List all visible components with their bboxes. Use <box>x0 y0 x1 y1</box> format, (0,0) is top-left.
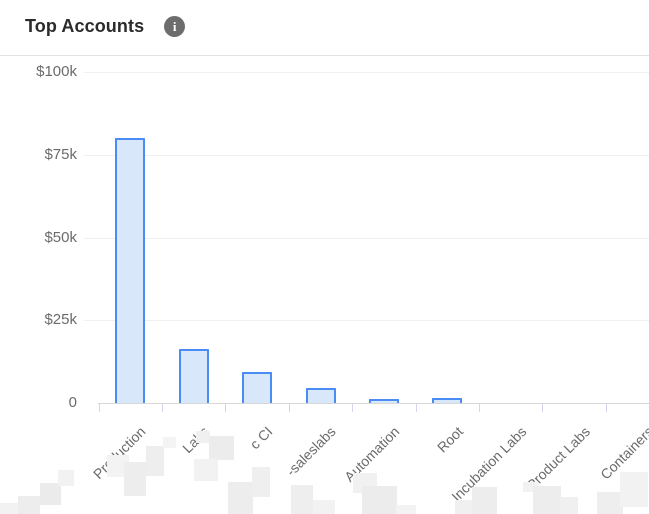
redaction-mosaic-cell <box>194 459 218 481</box>
axis-tick <box>352 403 354 412</box>
bar-c-ci[interactable] <box>242 372 273 403</box>
y-axis-label: $25k <box>44 311 77 329</box>
redaction-mosaic-cell <box>396 505 416 514</box>
axis-tick <box>542 403 544 412</box>
bar-production[interactable] <box>115 138 146 403</box>
axis-tick <box>479 403 480 412</box>
header-divider <box>0 55 649 56</box>
redaction-mosaic-cell <box>620 472 648 507</box>
page-title: Top Accounts <box>25 16 145 36</box>
redaction-mosaic-cell <box>560 497 578 514</box>
redaction-mosaic-cell <box>40 483 61 505</box>
redaction-mosaic-cell <box>523 482 538 492</box>
redaction-mosaic-cell <box>146 446 164 476</box>
redaction-mosaic-cell <box>228 482 253 514</box>
x-axis-label-root: Root <box>433 423 466 456</box>
axis-tick <box>162 403 163 412</box>
bar-saleslabs[interactable] <box>305 388 336 403</box>
redaction-mosaic-cell <box>18 496 40 514</box>
redaction-mosaic-cell <box>362 486 397 514</box>
redaction-mosaic-cell <box>58 470 74 486</box>
axis-tick <box>225 403 227 412</box>
redaction-mosaic-cell <box>472 487 497 514</box>
y-grid-line <box>84 72 649 73</box>
bar-labs[interactable] <box>178 349 209 403</box>
x-axis-label-saleslabs: -saleslabs <box>283 423 340 480</box>
redaction-mosaic-cell <box>313 500 335 514</box>
y-axis-label: 0 <box>68 394 77 411</box>
redaction-mosaic-cell <box>455 500 477 514</box>
y-grid-line <box>84 320 649 322</box>
redaction-mosaic-cell <box>291 485 313 514</box>
bar-automation[interactable] <box>368 399 399 403</box>
redaction-mosaic-cell <box>0 503 18 514</box>
redaction-mosaic-cell <box>163 437 176 448</box>
y-axis-label: $50k <box>44 228 77 246</box>
axis-tick <box>288 403 290 412</box>
axis-tick <box>98 403 100 412</box>
axis-tick <box>605 403 607 412</box>
card-header: Top Accounts i <box>25 16 186 37</box>
info-icon[interactable]: i <box>164 16 186 37</box>
y-axis-label: $75k <box>44 145 77 163</box>
x-axis-line <box>97 403 649 404</box>
redaction-mosaic-cell <box>107 455 129 477</box>
y-grid-line <box>84 154 649 156</box>
info-icon-glyph: i <box>172 19 177 34</box>
redaction-mosaic-cell <box>597 492 623 514</box>
redaction-mosaic-cell <box>124 462 146 496</box>
redaction-mosaic-cell <box>209 436 234 460</box>
x-axis-label-c-ci: c CI <box>246 423 276 453</box>
redaction-mosaic-cell <box>252 467 270 497</box>
y-axis-label: $100k <box>36 63 77 80</box>
bar-root[interactable] <box>432 398 463 403</box>
axis-tick <box>415 403 417 412</box>
y-grid-line <box>84 237 649 239</box>
redaction-mosaic-cell <box>533 486 561 514</box>
redaction-mosaic-cell <box>196 431 210 443</box>
